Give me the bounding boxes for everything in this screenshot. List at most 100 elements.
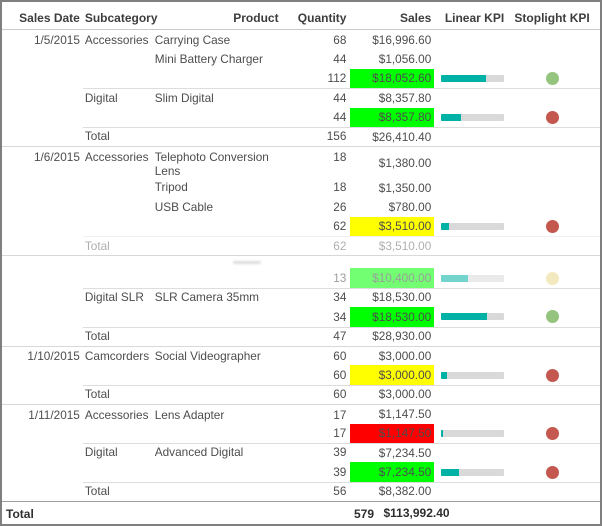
cell-sales-date [4, 178, 80, 197]
cell-product [204, 512, 314, 515]
cell-quantity: 39 [333, 464, 347, 479]
stoplight-kpi-cell [504, 49, 600, 68]
cell-sales: $1,380.00 [378, 155, 432, 170]
column-header-quantity: Quantity [297, 11, 347, 25]
table-row[interactable]: 17 $1,147.50 [2, 423, 600, 443]
cell-product: Advanced Digital [154, 445, 244, 460]
cell-subcategory: Accessories [84, 407, 149, 422]
linear-kpi-cell [441, 69, 505, 88]
cell-sales: $7,234.50 [378, 445, 432, 460]
table-row[interactable]: Tripod 18 $1,350.00 [2, 178, 600, 197]
linear-kpi-cell [441, 347, 504, 365]
table-row[interactable]: Digital SLR SLR Camera 35mm 34 $18,530.0… [2, 287, 600, 307]
total-row[interactable]: Total 60 $3,000.00 [2, 384, 600, 404]
linear-kpi-bar [441, 371, 505, 379]
stoplight-icon [545, 271, 559, 285]
column-header-stoplight-kpi: Stoplight KPI [514, 11, 590, 25]
table-row[interactable]: 1/10/2015 Camcorders Social Videographer… [2, 345, 600, 365]
table-row[interactable]: Digital Advanced Digital 39 $7,234.50 [2, 442, 600, 462]
table-row[interactable] [2, 255, 600, 268]
grand-total-row[interactable]: Total 579 $113,992.40 [2, 501, 600, 524]
total-row[interactable]: Total 56 $8,382.00 [2, 481, 600, 501]
cell-subcategory: Digital SLR [84, 290, 144, 305]
cell-subcategory: Camcorders [84, 349, 150, 364]
stoplight-kpi-cell [504, 30, 600, 49]
cell-subcategory: Total [84, 238, 110, 253]
cell-sales-date [4, 197, 80, 216]
cell-sales-date [4, 385, 80, 404]
cell-subcategory: Digital [84, 445, 118, 460]
total-row[interactable]: Total 47 $28,930.00 [2, 326, 600, 346]
cell-subcategory [85, 256, 155, 268]
cell-product: Lens Adapter [154, 407, 225, 422]
cell-sales: $8,357.80 [350, 107, 435, 127]
linear-kpi-cell [441, 307, 505, 326]
table-row[interactable]: 62 $3,510.00 [2, 216, 600, 237]
cell-quantity: 68 [333, 32, 347, 47]
cell-sales: $7,234.50 [350, 462, 435, 482]
cell-sales: $3,000.00 [350, 365, 435, 385]
cell-subcategory [85, 197, 155, 216]
cell-sales-date [4, 88, 80, 107]
column-header-sales: Sales [399, 11, 432, 25]
cell-quantity: 112 [327, 71, 347, 86]
cell-quantity: 39 [333, 445, 347, 460]
cell-subcategory: Digital [84, 90, 118, 105]
stoplight-icon [545, 71, 559, 85]
linear-kpi-bar [441, 274, 505, 282]
cell-sales: $18,530.00 [372, 290, 432, 305]
stoplight-kpi-cell [504, 197, 600, 216]
stoplight-kpi-cell [504, 147, 600, 178]
cell-subcategory: Total [84, 329, 110, 344]
linear-kpi-bar-fill [441, 113, 461, 121]
stoplight-icon [545, 368, 559, 382]
cell-sales-date: 1/11/2015 [28, 407, 80, 422]
cell-subcategory: Total [84, 484, 110, 499]
linear-kpi-cell [441, 127, 504, 146]
stoplight-kpi-cell [504, 307, 600, 326]
cell-subcategory [85, 49, 155, 68]
table-row[interactable]: 1/6/2015 Accessories Telephoto Conversio… [2, 146, 600, 178]
table-row[interactable]: 60 $3,000.00 [2, 365, 600, 385]
linear-kpi-cell [441, 405, 504, 423]
linear-kpi-cell [441, 88, 504, 107]
cell-subcategory [85, 178, 155, 197]
cell-sales-date [4, 462, 80, 481]
cell-subcategory [85, 268, 155, 287]
cell-sales: $1,056.00 [378, 52, 432, 67]
table-row[interactable]: 34 $18,530.00 [2, 307, 600, 327]
cell-sales: $780.00 [388, 199, 432, 214]
linear-kpi-bar [441, 429, 505, 437]
cell-sales-date [4, 69, 80, 88]
linear-kpi-cell [441, 385, 504, 404]
linear-kpi-cell [441, 30, 504, 49]
column-header-subcategory: Subcategory [84, 11, 158, 25]
total-row[interactable]: Total 62 $3,510.00 [2, 236, 600, 255]
table-row[interactable]: Mini Battery Charger 44 $1,056.00 [2, 49, 600, 68]
stoplight-kpi-cell [504, 88, 600, 107]
table-row[interactable]: 13 $10,400.00 [2, 268, 600, 288]
table-row[interactable]: 44 $8,357.80 [2, 107, 600, 127]
stoplight-kpi-cell [504, 482, 600, 501]
stoplight-kpi-cell [504, 268, 600, 287]
cell-product: Slim Digital [154, 90, 214, 105]
linear-kpi-bar [441, 313, 505, 321]
table-row[interactable]: 112 $18,052.60 [2, 68, 600, 89]
table-row[interactable]: USB Cable 26 $780.00 [2, 197, 600, 216]
linear-kpi-bar-fill [441, 274, 468, 282]
cell-sales-date [4, 482, 80, 501]
table-row[interactable]: 1/11/2015 Accessories Lens Adapter 17 $1… [2, 404, 600, 423]
cell-product [155, 385, 279, 404]
cell-subcategory [85, 217, 155, 236]
cell-sales: $1,147.50 [350, 423, 435, 443]
table-row[interactable]: 1/5/2015 Accessories Carrying Case 68 $1… [2, 30, 600, 49]
table-row[interactable]: 39 $7,234.50 [2, 462, 600, 482]
stoplight-kpi-cell [504, 69, 600, 88]
linear-kpi-bar-fill [441, 313, 487, 321]
linear-kpi-cell [441, 178, 504, 197]
stoplight-icon [545, 465, 559, 479]
cell-quantity: 18 [333, 149, 347, 164]
stoplight-kpi-cell [504, 405, 600, 423]
table-row[interactable]: Digital Slim Digital 44 $8,357.80 [2, 88, 600, 107]
total-row[interactable]: Total 156 $26,410.40 [2, 126, 600, 146]
